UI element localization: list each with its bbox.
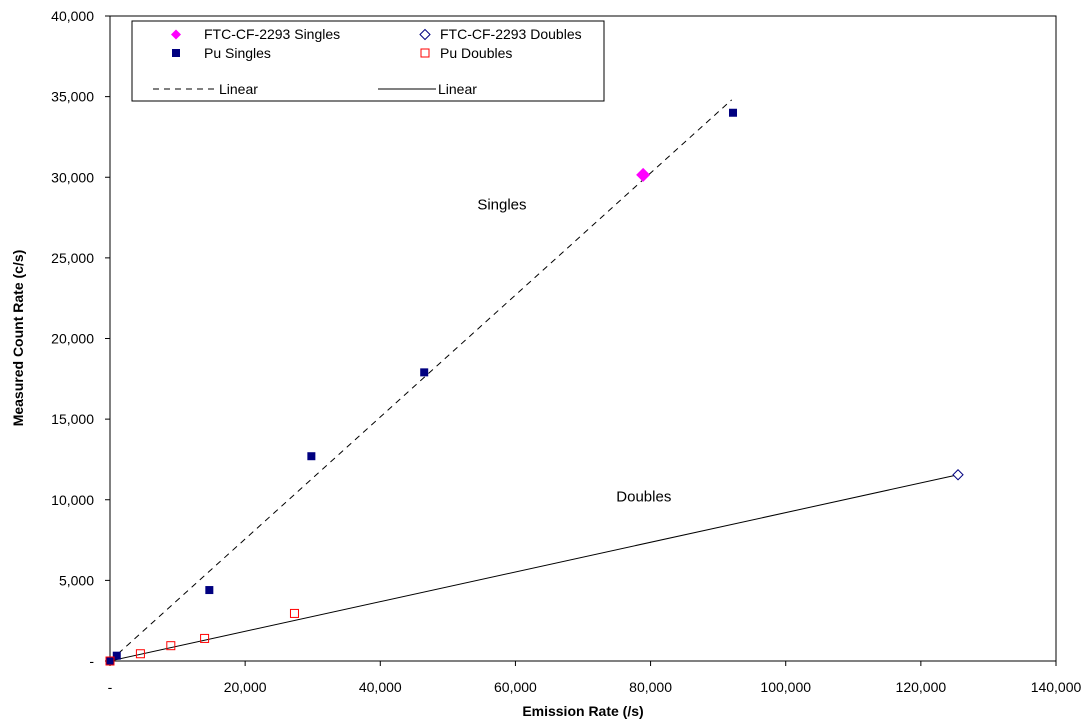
- x-axis: - 20,000 40,000 60,000 80,000 100,000 120,000 1…: [108, 661, 1082, 695]
- legend-label-linear-dashed: Linear: [219, 81, 258, 97]
- fit-line-solid: [109, 474, 959, 662]
- data-point-pu-singles: [420, 368, 429, 377]
- y-axis-title: Measured Count Rate (c/s): [10, 250, 26, 427]
- x-tick-label: 140,000: [1031, 679, 1082, 695]
- y-tick-label: 40,000: [51, 8, 94, 24]
- x-tick-label: 20,000: [224, 679, 267, 695]
- data-point-ftc-cf-2293-doubles: [952, 469, 964, 481]
- y-tick-label: 15,000: [51, 411, 94, 427]
- legend-label-ftc-doubles: FTC-CF-2293 Doubles: [440, 26, 582, 42]
- legend-marker-ftc-singles: [171, 29, 181, 40]
- x-tick-label: 80,000: [629, 679, 672, 695]
- data-point-pu-singles: [307, 452, 316, 461]
- data-point-pu-doubles: [135, 649, 145, 659]
- legend-marker-pu-singles: [172, 49, 180, 57]
- y-tick-label: 10,000: [51, 492, 94, 508]
- annotation-doubles: Doubles: [616, 488, 671, 505]
- fit-line-dashed: [109, 99, 732, 662]
- data-point-pu-singles: [112, 651, 121, 660]
- legend-marker-ftc-doubles: [419, 28, 431, 41]
- x-tick-label: 100,000: [760, 679, 811, 695]
- data-point-pu-doubles: [289, 608, 299, 618]
- data-point-pu-singles: [106, 657, 114, 665]
- y-tick-label: 5,000: [59, 572, 94, 588]
- data-point-pu-doubles: [166, 641, 176, 651]
- legend: FTC-CF-2293 Singles FTC-CF-2293 Doubles …: [131, 20, 605, 102]
- y-tick-label: 20,000: [51, 331, 94, 347]
- legend-label-pu-singles: Pu Singles: [204, 45, 271, 61]
- legend-label-pu-doubles: Pu Doubles: [440, 45, 512, 61]
- legend-marker-pu-doubles: [420, 48, 430, 58]
- y-tick-label: 25,000: [51, 250, 94, 266]
- data-point-pu-doubles: [105, 656, 115, 666]
- y-tick-label: 35,000: [51, 89, 94, 105]
- plot-area: [109, 15, 1057, 662]
- data-markers: [105, 108, 964, 666]
- x-tick-label: 120,000: [896, 679, 947, 695]
- data-point-pu-singles: [729, 108, 738, 117]
- data-point-pu-doubles: [200, 633, 210, 643]
- fit-lines: [109, 99, 959, 662]
- y-axis: - 5,000 10,000 15,000 20,000 25,000 30,000 35,0…: [51, 8, 110, 669]
- data-point-pu-singles: [205, 586, 214, 595]
- legend-label-ftc-singles: FTC-CF-2293 Singles: [204, 26, 340, 42]
- x-axis-title: Emission Rate (/s): [522, 703, 643, 719]
- y-tick-label: -: [89, 653, 94, 669]
- y-tick-label: 30,000: [51, 169, 94, 185]
- x-tick-label: -: [108, 679, 113, 695]
- data-point-ftc-cf-2293-singles: [636, 167, 651, 182]
- x-tick-label: 60,000: [494, 679, 537, 695]
- annotations: Singles Doubles: [477, 197, 671, 506]
- annotation-singles: Singles: [477, 197, 526, 214]
- legend-box: [131, 20, 605, 102]
- legend-label-linear-solid: Linear: [438, 81, 477, 97]
- x-tick-label: 40,000: [359, 679, 402, 695]
